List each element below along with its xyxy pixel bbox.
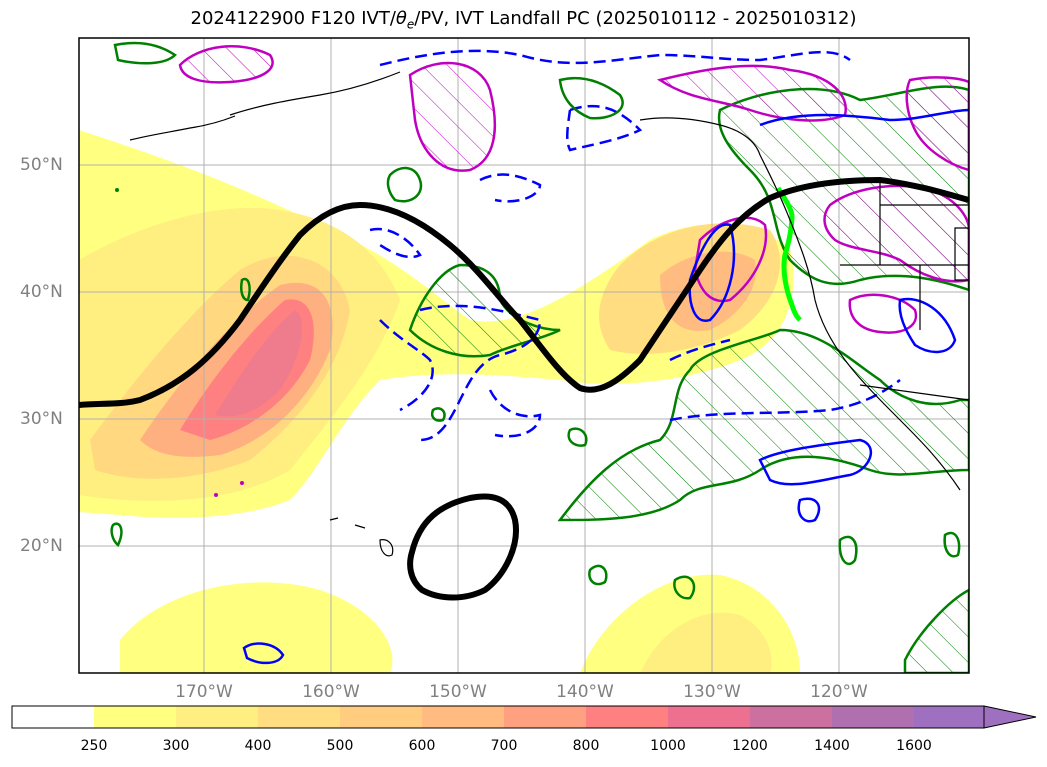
coastlines xyxy=(129,71,969,557)
landfall-line xyxy=(775,186,802,322)
colorbar-tick-label: 400 xyxy=(244,738,272,754)
lon-label-130w: 130°W xyxy=(683,682,741,702)
colorbar-tick-label: 600 xyxy=(408,738,436,754)
colorbar-tick-label: 1600 xyxy=(896,738,932,754)
magenta-hatched-regions xyxy=(178,45,969,334)
colorbar-segment xyxy=(586,706,668,728)
lon-label-140w: 140°W xyxy=(556,682,614,702)
ivt-contour-main xyxy=(79,176,969,408)
marker-dot xyxy=(214,493,218,497)
figure-title: 2024122900 F120 IVT/θe/PV, IVT Landfall … xyxy=(190,8,857,32)
colorbar-segment xyxy=(832,706,914,728)
lon-label-170w: 170°W xyxy=(175,682,233,702)
colorbar-segment xyxy=(12,706,94,728)
colorbar-tick-label: 800 xyxy=(572,738,600,754)
colorbar xyxy=(11,705,1037,729)
lon-label-120w: 120°W xyxy=(810,682,868,702)
lon-label-160w: 160°W xyxy=(302,682,360,702)
ivt-south1 xyxy=(120,582,393,673)
map-frame xyxy=(78,37,970,674)
blue-contours xyxy=(242,49,969,665)
lon-label-150w: 150°W xyxy=(429,682,487,702)
colorbar-tick-label: 700 xyxy=(490,738,518,754)
marker-dot xyxy=(115,188,119,192)
colorbar-segment xyxy=(914,706,984,728)
colorbar-tick-label: 1000 xyxy=(650,738,686,754)
green-contours xyxy=(110,41,961,600)
colorbar-tick-label: 500 xyxy=(326,738,354,754)
colorbar-extend-arrow xyxy=(983,705,1037,729)
colorbar-segment xyxy=(176,706,258,728)
colorbar-segment xyxy=(340,706,422,728)
colorbar-segment xyxy=(668,706,750,728)
lat-label-30n: 30°N xyxy=(20,409,63,429)
marker-dot xyxy=(240,481,244,485)
colorbar-segment xyxy=(504,706,586,728)
ivt-south2-inner xyxy=(640,612,772,673)
colorbar-segment xyxy=(750,706,832,728)
colorbar-tick-label: 1400 xyxy=(814,738,850,754)
lat-label-40n: 40°N xyxy=(20,282,63,302)
colorbar-segment xyxy=(422,706,504,728)
colorbar-tick-label: 250 xyxy=(80,738,108,754)
lat-label-20n: 20°N xyxy=(20,536,63,556)
colorbar-tick-label: 1200 xyxy=(732,738,768,754)
colorbar-border xyxy=(11,705,984,729)
ivt-1000-region xyxy=(215,310,303,417)
colorbar-segment xyxy=(258,706,340,728)
lat-label-50n: 50°N xyxy=(20,155,63,175)
colorbar-segment xyxy=(94,706,176,728)
colorbar-tick-label: 300 xyxy=(162,738,190,754)
ivt-contour-closed xyxy=(407,493,519,601)
